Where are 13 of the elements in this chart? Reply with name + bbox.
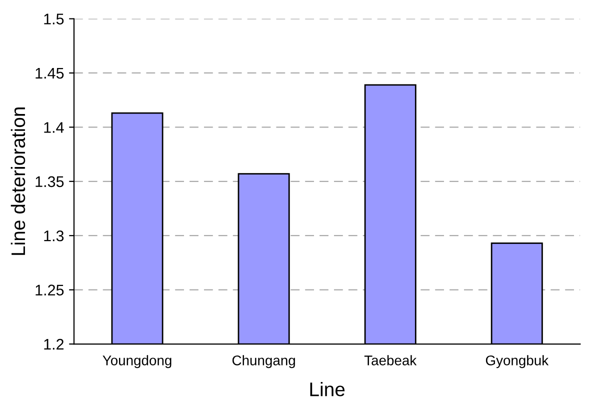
y-tick-label: 1.4 — [44, 122, 64, 133]
y-tick-label: 1.5 — [44, 14, 64, 24]
y-tick-label: 1.25 — [36, 284, 64, 296]
x-axis-title: Line — [310, 382, 345, 396]
y-tick-label: 1.35 — [36, 176, 64, 188]
y-tick-label: 1.2 — [44, 338, 64, 350]
x-tick-label: Taebeak — [364, 355, 417, 366]
y-tick-label: 1.3 — [44, 230, 64, 242]
x-tick-label: Gyongbuk — [486, 355, 549, 368]
y-tick-label: 1.45 — [36, 68, 64, 79]
x-tick-label: Youngdong — [102, 355, 172, 368]
x-tick-label: Chungang — [232, 355, 295, 368]
y-axis-title: Line deterioration — [10, 108, 26, 255]
